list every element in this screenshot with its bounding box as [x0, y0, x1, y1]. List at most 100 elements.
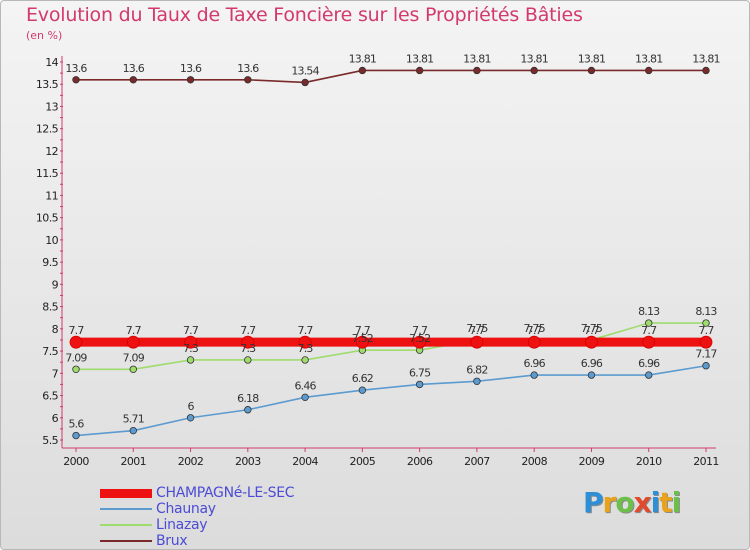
data-label: 5.71 — [123, 413, 144, 426]
legend-item: Linazay — [100, 517, 294, 533]
y-tick-label: 5.5 — [42, 434, 58, 447]
legend-swatch — [100, 508, 152, 510]
y-tick-label: 9.5 — [42, 256, 58, 269]
y-tick-label: 11 — [45, 189, 58, 202]
x-tick-label: 2011 — [693, 455, 719, 468]
data-point — [72, 76, 80, 84]
data-point — [72, 365, 80, 373]
data-point — [129, 76, 137, 84]
data-point — [587, 371, 596, 379]
data-point — [699, 335, 713, 349]
logo-letter: o — [615, 486, 634, 519]
logo-letter: i — [650, 486, 661, 519]
y-tick-label: 8.5 — [42, 301, 58, 314]
data-point — [129, 365, 137, 373]
data-point — [645, 319, 653, 327]
data-label: 7.09 — [65, 351, 87, 364]
data-point — [301, 356, 309, 364]
x-tick-label: 2004 — [292, 455, 318, 468]
y-tick-label: 9 — [52, 278, 59, 291]
legend-item: Chaunay — [100, 501, 294, 517]
data-label: 7.7 — [469, 324, 485, 337]
data-label: 5.6 — [68, 418, 84, 431]
data-point — [645, 66, 653, 75]
data-label: 6.75 — [409, 366, 431, 379]
data-label: 6.96 — [524, 357, 546, 370]
data-label: 13.81 — [406, 52, 434, 65]
x-tick-label: 2009 — [579, 455, 605, 468]
data-label: 6.62 — [352, 372, 373, 385]
y-tick-label: 12 — [45, 145, 58, 158]
data-point — [301, 393, 309, 402]
data-point — [415, 380, 424, 389]
data-point — [645, 371, 653, 379]
data-label: 7.7 — [183, 324, 199, 337]
data-label: 7.7 — [527, 324, 543, 337]
series-line-chaunay — [75, 364, 707, 437]
data-point — [358, 386, 367, 394]
legend-swatch — [100, 540, 152, 542]
y-tick-label: 7 — [52, 367, 59, 380]
data-label: 7.7 — [698, 324, 714, 337]
data-point — [702, 319, 710, 327]
data-point — [186, 414, 195, 422]
data-point — [587, 66, 596, 75]
y-unit-label: (en %) — [26, 29, 63, 42]
x-tick-label: 2002 — [178, 455, 204, 468]
data-point — [184, 335, 197, 349]
series-line-linazay — [76, 322, 706, 371]
x-tick-label: 2005 — [350, 455, 376, 468]
chart-title: Evolution du Taux de Taxe Foncière sur l… — [26, 4, 583, 26]
data-point — [585, 335, 598, 349]
y-tick-label: 14 — [45, 56, 58, 69]
data-label: 7.7 — [584, 324, 600, 337]
legend-label: Chaunay — [156, 501, 216, 517]
data-label: 7.52 — [352, 332, 373, 345]
data-label: 7.17 — [695, 348, 717, 361]
data-label: 7.3 — [240, 342, 256, 355]
data-label: 7.7 — [240, 324, 256, 337]
data-point — [530, 66, 538, 75]
legend-label: Linazay — [156, 517, 208, 533]
data-label: 6 — [187, 400, 194, 413]
x-tick-label: 2008 — [521, 455, 547, 468]
data-label: 13.6 — [237, 62, 259, 75]
series-line-brux — [76, 69, 706, 84]
data-point — [126, 335, 140, 349]
x-tick-label: 2000 — [63, 455, 89, 468]
data-point — [69, 335, 83, 349]
data-label: 13.81 — [578, 52, 606, 65]
legend-label: CHAMPAGNé-LE-SEC — [156, 485, 295, 501]
data-label: 7.7 — [68, 324, 84, 337]
data-label: 6.96 — [581, 357, 603, 370]
data-point — [642, 335, 656, 349]
data-label: 7.7 — [126, 324, 142, 337]
data-point — [301, 78, 309, 87]
x-tick-label: 2006 — [407, 455, 433, 468]
legend-item: Brux — [100, 533, 294, 549]
legend: CHAMPAGNé-LE-SEC Chaunay Linazay Brux — [100, 485, 295, 549]
y-tick-label: 12.5 — [36, 123, 59, 136]
legend-swatch — [100, 488, 152, 498]
data-label: 6.46 — [294, 379, 316, 392]
data-label: 8.13 — [695, 305, 717, 318]
data-label: 7.75 — [581, 322, 603, 335]
data-point — [298, 335, 312, 349]
logo-letter: P — [583, 486, 604, 519]
data-point — [470, 335, 484, 349]
data-point — [702, 66, 710, 75]
proxiti-logo: Proxiti — [583, 486, 681, 519]
y-tick-label: 8 — [52, 323, 59, 336]
data-point — [186, 356, 195, 364]
data-point — [473, 66, 481, 75]
data-label: 7.09 — [123, 351, 145, 364]
data-label: 13.81 — [635, 52, 663, 65]
data-label: 7.7 — [355, 324, 371, 337]
data-label: 13.81 — [520, 52, 548, 65]
legend-item: CHAMPAGNé-LE-SEC — [100, 485, 295, 501]
logo-letter: r — [602, 486, 617, 519]
data-label: 13.6 — [123, 62, 145, 75]
data-label: 8.13 — [638, 305, 660, 318]
data-label: 7.7 — [641, 324, 657, 337]
